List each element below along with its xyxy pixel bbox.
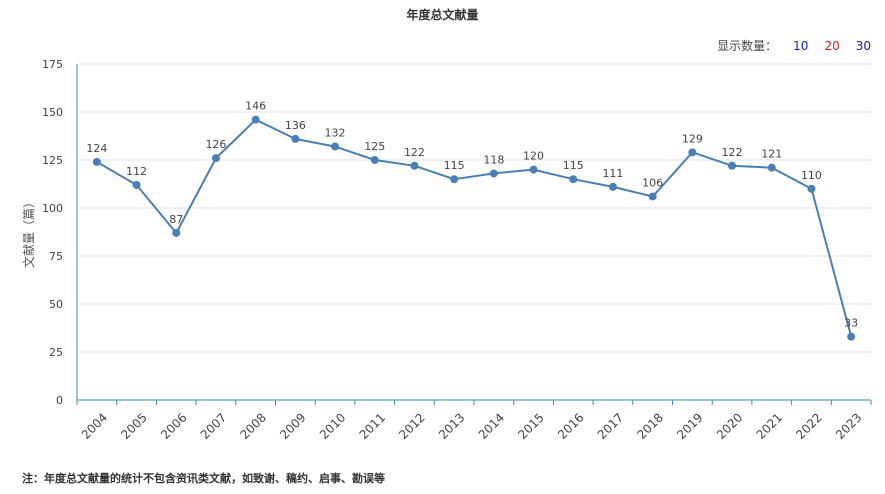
data-label: 121 <box>761 148 782 161</box>
data-point <box>728 161 737 170</box>
x-tick-label: 2015 <box>515 410 546 441</box>
x-tick-label: 2022 <box>793 410 824 441</box>
display-count-30-option[interactable]: 30 <box>855 38 871 53</box>
x-tick-label: 2016 <box>555 410 586 441</box>
footnote: 注：年度总文献量的统计不包含资讯类文献，如致谢、稿约、启事、勘误等 <box>22 472 385 485</box>
x-tick-label: 2012 <box>396 410 427 441</box>
x-tick-label: 2005 <box>118 410 149 441</box>
data-point <box>489 169 498 178</box>
y-tick-label: 25 <box>49 346 63 359</box>
x-tick-label: 2010 <box>317 410 348 441</box>
x-tick-label: 2017 <box>595 410 626 441</box>
data-label: 106 <box>642 176 663 189</box>
display-count-label: 显示数量： <box>717 39 778 53</box>
data-labels: 124 112 87 126 146 136 132 125 122 115 118 120 115 11… <box>86 100 858 330</box>
data-label: 87 <box>169 213 183 226</box>
data-label: 129 <box>682 132 703 145</box>
display-count-20-option[interactable]: 20 <box>824 38 840 53</box>
data-label: 112 <box>126 165 147 178</box>
data-label: 125 <box>364 140 385 153</box>
x-tick-label: 2007 <box>198 410 229 441</box>
x-tick-label: 2019 <box>674 410 705 441</box>
data-label: 33 <box>844 317 858 330</box>
data-point <box>688 148 697 157</box>
display-count-10-option[interactable]: 10 <box>793 38 809 53</box>
data-label: 118 <box>483 153 504 166</box>
x-tick-label: 2006 <box>158 410 189 441</box>
data-label: 120 <box>523 150 544 163</box>
chart-title: 年度总文献量 <box>406 8 479 22</box>
data-points <box>92 115 856 341</box>
x-tick-label: 2018 <box>634 410 665 441</box>
y-tick-label: 175 <box>42 58 63 71</box>
x-tick-label: 2011 <box>357 410 388 441</box>
data-label: 124 <box>86 142 107 155</box>
data-point <box>251 115 260 124</box>
data-point <box>92 157 101 166</box>
y-tick-label: 50 <box>49 298 63 311</box>
data-label: 122 <box>722 146 743 159</box>
data-label: 115 <box>444 159 465 172</box>
x-tick-label: 2013 <box>436 410 467 441</box>
y-tick-label: 100 <box>42 202 63 215</box>
data-point <box>807 184 816 193</box>
data-label: 111 <box>602 167 623 180</box>
x-tick-label: 2020 <box>714 410 745 441</box>
y-tick-label: 75 <box>49 250 63 263</box>
y-tick-label: 150 <box>42 106 63 119</box>
x-tick-label: 2021 <box>754 410 785 441</box>
data-label: 110 <box>801 169 822 182</box>
data-point <box>569 175 578 184</box>
data-point <box>648 192 657 201</box>
data-point <box>370 156 379 164</box>
data-point <box>211 154 220 163</box>
data-label: 115 <box>563 159 584 172</box>
data-label: 126 <box>205 138 226 151</box>
data-label: 122 <box>404 146 425 159</box>
data-label: 146 <box>245 100 266 113</box>
x-tick-label: 2008 <box>237 410 268 441</box>
data-point <box>767 163 776 172</box>
x-tick-label: 2014 <box>476 410 507 441</box>
series-line <box>96 118 853 337</box>
axes <box>76 64 872 405</box>
x-tick-label: 2023 <box>833 410 864 441</box>
x-axis-ticks: 2004 2005 2006 2007 2008 2009 2010 2011 2012 2013… <box>79 410 865 441</box>
data-label: 136 <box>285 119 306 132</box>
data-point <box>331 142 340 151</box>
y-axis-ticks: 0 25 50 75 100 125 150 175 <box>42 58 63 407</box>
data-point <box>608 182 617 191</box>
y-tick-label: 125 <box>42 154 63 167</box>
y-axis-label: 文献量（篇） <box>21 196 36 268</box>
display-count-selector: 显示数量： 10 20 30 <box>717 37 871 54</box>
x-tick-label: 2009 <box>277 410 308 441</box>
data-point <box>410 161 419 170</box>
data-point <box>529 165 538 174</box>
grid-lines <box>77 63 871 353</box>
data-point <box>847 332 856 341</box>
x-tick-label: 2004 <box>79 410 110 441</box>
data-label: 132 <box>325 127 346 140</box>
data-point <box>132 180 141 189</box>
data-point <box>291 134 300 143</box>
y-tick-label: 0 <box>56 394 63 407</box>
data-point <box>450 175 459 184</box>
data-point <box>172 228 181 237</box>
